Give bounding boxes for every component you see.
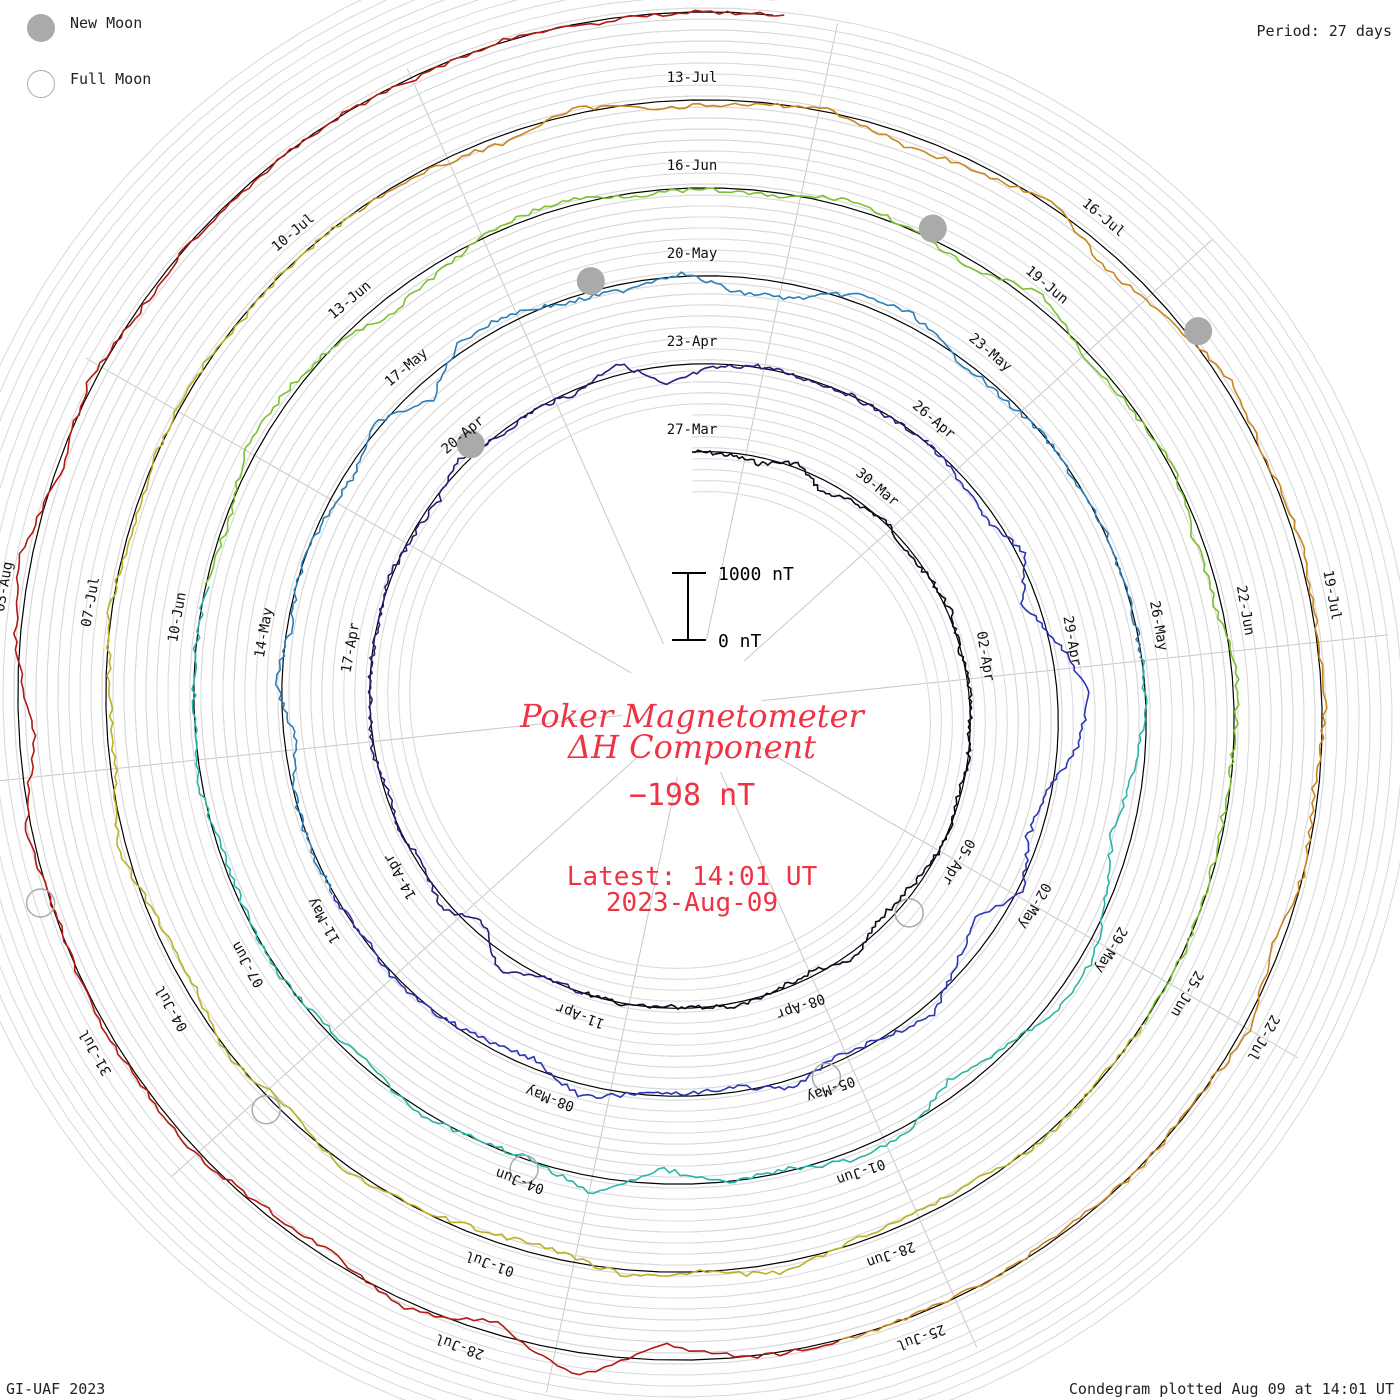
credit-label: GI-UAF 2023 [6, 1380, 106, 1398]
date-tick-label: 05-Apr [939, 836, 978, 888]
series-line [274, 271, 1143, 895]
grid-ring [0, 0, 1371, 1400]
scale-top-label: 1000 nT [718, 564, 794, 585]
date-tick-label: 13-Jul [667, 70, 718, 86]
date-tick-label: 30-Mar [852, 465, 901, 510]
date-tick-label: 08-Apr [774, 990, 827, 1022]
series-line [367, 363, 929, 995]
latest-time: Latest: 14:01 UT [567, 862, 818, 892]
full-moon-marker [894, 898, 924, 928]
date-tick-label: 23-Apr [667, 334, 718, 350]
date-tick-label: 02-Apr [973, 630, 998, 683]
latest-date: 2023-Aug-09 [606, 888, 778, 918]
grid-spoke [171, 754, 641, 1177]
full-moon-legend-icon [27, 70, 55, 98]
full-moon-marker [811, 1062, 842, 1093]
date-tick-label: 27-Mar [667, 422, 718, 438]
series-line [12, 9, 840, 1376]
date-tick-label: 04-Jul [152, 982, 191, 1034]
series-line [333, 443, 1090, 1100]
moon-markers-layer [25, 214, 1213, 1185]
date-tick-label: 25-Jun [1167, 968, 1206, 1020]
date-tick-label: 14-May [252, 606, 277, 659]
date-tick-label: 26-May [1146, 600, 1171, 653]
date-tick-label: 01-Jul [463, 1247, 516, 1279]
new-moon-marker [1184, 317, 1213, 346]
date-tick-label: 11-Apr [554, 999, 607, 1031]
date-tick-label: 26-Apr [909, 398, 958, 443]
grid-spoke [752, 742, 1299, 1059]
date-tick-label: 14-Apr [381, 850, 420, 902]
date-tick-label: 19-Jul [1319, 569, 1344, 622]
date-tick-label: 23-May [966, 330, 1015, 375]
chart-title-line1: Poker Magnetometer [519, 697, 865, 735]
date-tick-label: 28-Jul [433, 1330, 486, 1362]
full-moon-marker [509, 1154, 539, 1185]
date-tick-label: 25-Jul [894, 1321, 947, 1353]
date-tick-label: 16-Jul [1079, 196, 1128, 241]
date-tick-label: 16-Jun [667, 158, 718, 174]
date-tick-label: 10-Jun [165, 591, 190, 644]
period-label: Period: 27 days [1256, 22, 1392, 40]
grid-spoke [706, 23, 839, 640]
date-tick-label: 19-Jun [1022, 263, 1071, 308]
series-line [105, 211, 1143, 1278]
date-tick-label: 22-Jul [1243, 1012, 1282, 1064]
center-title-block: Poker Magnetometer ΔH Component −198 nT … [519, 697, 865, 918]
date-tick-label: 17-Apr [339, 622, 364, 675]
new-moon-marker [456, 430, 485, 459]
full-moon-marker [25, 888, 56, 918]
grid-ring [24, 18, 1316, 1354]
new-moon-marker [918, 214, 947, 243]
full-moon-marker [251, 1094, 281, 1125]
grid-spoke [545, 776, 678, 1393]
grid-spoke [0, 714, 623, 782]
date-tick-label: 07-Jul [79, 576, 104, 629]
grid-ring [0, 0, 1360, 1398]
date-tick-label: 17-May [382, 345, 431, 390]
date-tick-label: 03-Aug [0, 560, 16, 613]
full-moon-legend-label: Full Moon [70, 70, 152, 88]
date-tick-label: 29-May [1091, 924, 1130, 976]
chart-title-line2: ΔH Component [566, 728, 816, 766]
date-tick-label: 13-Jun [325, 278, 374, 323]
current-value: −198 nT [629, 778, 755, 813]
scale-bottom-label: 0 nT [718, 631, 762, 652]
series-layer [12, 9, 1328, 1376]
date-tick-label: 31-Jul [76, 1026, 115, 1078]
grid-ring [0, 0, 1349, 1387]
series-line [191, 586, 1148, 1195]
series-line [584, 449, 974, 1011]
series-line [204, 187, 1240, 1026]
series-line [357, 102, 1328, 1341]
date-tick-label: 29-Apr [1059, 615, 1084, 668]
date-tick-label: 20-May [667, 246, 718, 262]
scale-bar: 1000 nT 0 nT [672, 564, 794, 652]
grid-ring [13, 7, 1327, 1365]
date-tick-label: 22-Jun [1233, 584, 1258, 637]
new-moon-marker [576, 267, 605, 296]
grid-spoke [85, 357, 632, 674]
new-moon-legend-icon [27, 14, 55, 42]
date-tick-label: 02-May [1015, 880, 1054, 932]
plotted-timestamp: Condegram plotted Aug 09 at 14:01 UT [1068, 1380, 1394, 1398]
date-tick-label: 07-Jun [228, 938, 267, 990]
date-tick-label: 28-Jun [864, 1238, 917, 1270]
grid-ring [2, 0, 1338, 1376]
grid-spoke [743, 239, 1213, 662]
new-moon-legend-label: New Moon [70, 14, 143, 32]
